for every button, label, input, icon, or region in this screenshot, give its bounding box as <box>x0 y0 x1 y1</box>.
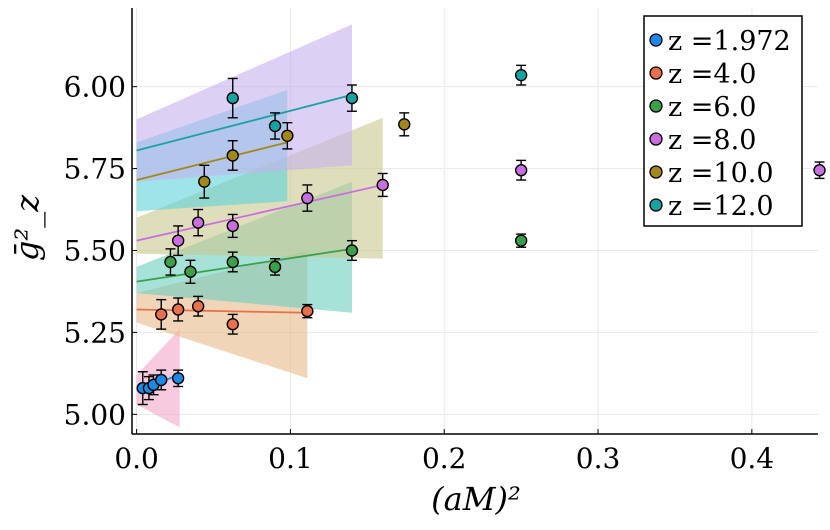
y-tick-label: 5.00 <box>64 398 126 431</box>
x-tick-label: 0.4 <box>730 442 775 475</box>
marker <box>164 255 177 269</box>
fit-line <box>136 247 353 283</box>
marker <box>171 372 185 385</box>
marker <box>514 68 528 82</box>
marker <box>226 149 239 162</box>
tick-labels: 0.0 0.1 0.2 0.3 0.4 5.00 5.25 5.50 5.75 6.00 <box>64 71 774 475</box>
legend-label: z =10.0 <box>668 158 774 189</box>
marker <box>345 244 359 257</box>
data-point <box>345 84 359 112</box>
legend-marker <box>649 132 663 146</box>
legend-marker <box>649 99 663 113</box>
x-tick-label: 0.3 <box>576 442 621 475</box>
y-tick-label: 6.00 <box>64 71 126 104</box>
data-points <box>136 64 826 406</box>
data-point <box>301 184 314 212</box>
data-point <box>171 369 185 388</box>
x-tick-label: 0.2 <box>422 442 467 475</box>
data-point <box>191 295 205 317</box>
marker <box>155 308 168 321</box>
legend-label: z =12.0 <box>668 191 774 222</box>
marker <box>301 191 314 205</box>
y-tick-label: 5.50 <box>64 234 126 267</box>
data-point <box>268 257 282 276</box>
y-axis-label: ḡ²_z <box>8 194 46 261</box>
marker <box>171 234 185 247</box>
data-point <box>398 112 411 137</box>
marker <box>191 216 205 229</box>
legend-marker <box>649 198 663 212</box>
x-tick-label: 0.1 <box>268 442 313 475</box>
marker <box>398 118 411 131</box>
x-axis-label: (aM)² <box>431 480 521 518</box>
marker <box>514 234 528 247</box>
data-point <box>191 208 205 237</box>
marker <box>226 219 239 233</box>
marker <box>813 164 826 177</box>
marker <box>268 260 282 274</box>
data-point <box>226 213 239 239</box>
data-point <box>226 313 239 335</box>
marker <box>226 318 239 331</box>
marker <box>198 175 211 188</box>
data-point <box>155 298 168 330</box>
data-point <box>514 233 528 248</box>
data-point <box>171 225 185 257</box>
marker <box>376 178 389 192</box>
legend-label: z =1.972 <box>668 26 791 57</box>
legend-marker <box>649 165 663 179</box>
data-point <box>514 64 528 86</box>
marker <box>184 265 197 278</box>
data-point <box>155 369 168 391</box>
x-tick-label: 0.0 <box>114 442 159 475</box>
data-point <box>301 303 314 319</box>
data-point <box>268 112 282 140</box>
data-point <box>281 121 294 150</box>
y-tick-label: 5.75 <box>64 153 126 186</box>
data-point <box>376 172 389 198</box>
y-tick-label: 5.25 <box>64 316 126 349</box>
fit-line <box>136 141 288 181</box>
marker <box>171 303 185 316</box>
marker <box>301 304 314 318</box>
data-point <box>184 259 197 284</box>
marker <box>226 255 239 269</box>
legend-marker <box>649 33 663 47</box>
marker <box>226 91 239 105</box>
data-point <box>345 239 359 262</box>
legend-label: z =4.0 <box>668 59 756 90</box>
data-point <box>171 297 185 322</box>
data-point <box>164 248 177 276</box>
legend-marker <box>649 66 663 80</box>
data-point <box>198 164 211 199</box>
marker <box>345 91 359 105</box>
confidence-band <box>136 24 352 182</box>
data-point <box>226 77 239 119</box>
legend-box <box>643 15 803 227</box>
data-point <box>514 159 528 181</box>
data-point <box>226 251 239 273</box>
marker <box>155 373 168 387</box>
marker <box>191 300 205 313</box>
legend-label: z =6.0 <box>668 92 756 123</box>
data-point <box>226 140 239 171</box>
data-point <box>813 161 826 180</box>
fit-line <box>136 93 353 152</box>
marker <box>268 119 282 133</box>
marker <box>514 164 528 177</box>
axes <box>131 8 818 435</box>
marker <box>281 129 294 143</box>
legend-label: z =8.0 <box>668 125 756 156</box>
